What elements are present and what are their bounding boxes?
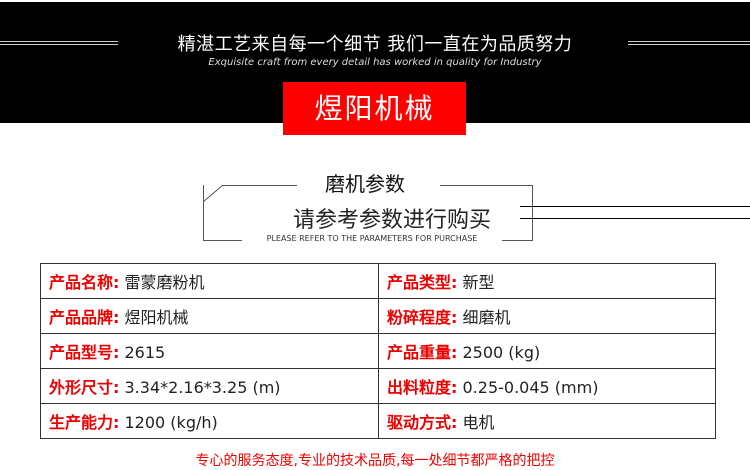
param-value: 电机 bbox=[462, 413, 495, 432]
param-label: 生产能力: bbox=[49, 413, 120, 432]
footer-note: 专心的服务态度,专业的技术品质,每一处细节都严格的把控 bbox=[195, 453, 555, 469]
param-cell: 产品品牌: 煜阳机械 bbox=[40, 298, 379, 334]
param-label: 粉碎程度: bbox=[387, 308, 458, 327]
param-cell: 产品重量: 2500 (kg) bbox=[378, 333, 716, 369]
param-label: 产品重量: bbox=[387, 343, 458, 362]
param-label: 产品类型: bbox=[387, 273, 458, 292]
param-label: 驱动方式: bbox=[387, 413, 458, 432]
section-title: 磨机参数 bbox=[325, 172, 405, 196]
param-cell: 产品型号: 2615 bbox=[40, 333, 379, 369]
accent-line bbox=[520, 218, 750, 219]
param-value: 2500 (kg) bbox=[462, 343, 541, 362]
section-subtitle-english: PLEASE REFER TO THE PARAMETERS FOR PURCH… bbox=[242, 234, 502, 243]
param-cell: 产品类型: 新型 bbox=[378, 263, 716, 299]
table-row: 产品型号: 2615 产品重量: 2500 (kg) bbox=[40, 333, 716, 369]
section-subtitle: 请参考参数进行购买 bbox=[292, 208, 491, 233]
param-value: 2615 bbox=[124, 343, 166, 362]
param-value: 0.25-0.045 (mm) bbox=[462, 378, 599, 397]
param-value: 3.34*2.16*3.25 (m) bbox=[124, 378, 281, 397]
brand-banner: 煜阳机械 bbox=[283, 82, 466, 135]
frame-top-left bbox=[222, 185, 297, 186]
table-row: 产品名称: 雷蒙磨粉机 产品类型: 新型 bbox=[40, 263, 716, 299]
param-label: 产品名称: bbox=[49, 273, 120, 292]
frame-left bbox=[203, 185, 205, 240]
param-cell: 粉碎程度: 细磨机 bbox=[378, 298, 716, 334]
param-label: 产品型号: bbox=[49, 343, 120, 362]
table-row: 外形尺寸: 3.34*2.16*3.25 (m) 出料粒度: 0.25-0.045… bbox=[40, 368, 716, 404]
slogan: 精湛工艺来自每一个细节 我们一直在为品质努力 bbox=[177, 34, 573, 55]
slogan-english: Exquisite craft from every detail has wo… bbox=[208, 57, 542, 68]
param-value: 新型 bbox=[462, 273, 495, 292]
param-value: 雷蒙磨粉机 bbox=[124, 273, 205, 292]
param-label: 出料粒度: bbox=[387, 378, 458, 397]
param-label: 产品品牌: bbox=[49, 308, 120, 327]
param-value: 煜阳机械 bbox=[124, 308, 189, 327]
param-cell: 出料粒度: 0.25-0.045 (mm) bbox=[378, 368, 716, 404]
param-cell: 生产能力: 1200 (kg/h) bbox=[40, 403, 379, 439]
param-cell: 驱动方式: 电机 bbox=[378, 403, 716, 439]
param-value: 1200 (kg/h) bbox=[124, 413, 218, 432]
accent-line bbox=[520, 206, 750, 207]
divider bbox=[0, 41, 118, 45]
divider bbox=[628, 41, 750, 45]
params-table: 产品名称: 雷蒙磨粉机 产品类型: 新型 产品品牌: 煜阳机械 粉碎程度: 细磨机 产品… bbox=[40, 263, 716, 439]
table-row: 生产能力: 1200 (kg/h) 驱动方式: 电机 bbox=[40, 403, 716, 439]
param-value: 细磨机 bbox=[462, 308, 511, 327]
param-cell: 产品名称: 雷蒙磨粉机 bbox=[40, 263, 379, 299]
frame-corner bbox=[202, 184, 224, 203]
param-label: 外形尺寸: bbox=[49, 378, 120, 397]
param-cell: 外形尺寸: 3.34*2.16*3.25 (m) bbox=[40, 368, 379, 404]
table-row: 产品品牌: 煜阳机械 粉碎程度: 细磨机 bbox=[40, 298, 716, 334]
